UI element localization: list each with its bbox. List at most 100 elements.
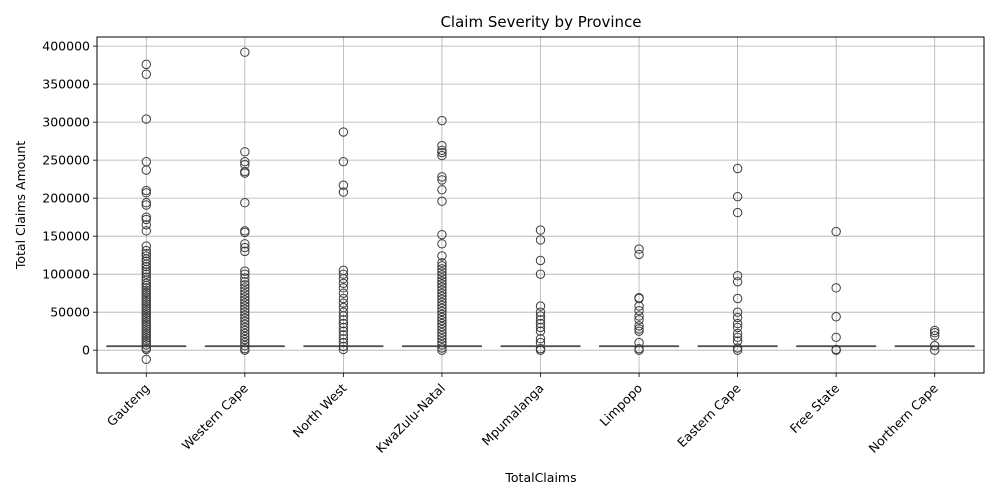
outlier-point: [437, 115, 447, 126]
outlier-point: [240, 269, 250, 279]
outlier-point: [831, 332, 841, 342]
outlier-point: [141, 354, 151, 365]
outlier-point: [141, 299, 151, 309]
outlier-point: [732, 312, 743, 323]
outlier-point: [141, 319, 151, 330]
outlier-point: [338, 293, 349, 304]
outlier-point: [930, 345, 940, 355]
outlier-point: [732, 191, 743, 202]
outlier-point: [437, 147, 447, 158]
outlier-point: [535, 318, 546, 329]
outlier-point: [634, 315, 644, 325]
outlier-point: [732, 163, 743, 174]
outlier-point: [141, 248, 151, 259]
outlier-point: [338, 307, 349, 317]
outlier-point: [437, 258, 447, 268]
outlier-point: [535, 225, 546, 235]
outlier-point: [437, 285, 447, 295]
outlier-point: [240, 292, 250, 302]
outlier-point: [141, 165, 151, 175]
outlier-point: [634, 244, 644, 254]
outlier-point: [240, 266, 250, 276]
outlier-point: [240, 246, 250, 257]
outlier-point: [141, 254, 151, 264]
outlier-point: [141, 328, 151, 339]
outlier-point: [437, 196, 447, 206]
outlier-point: [930, 331, 940, 341]
outlier-point: [240, 156, 250, 167]
outlier-point: [338, 288, 349, 298]
outlier-point: [634, 311, 644, 321]
outlier-point: [141, 326, 151, 336]
outlier-point: [535, 326, 546, 336]
outlier-point: [141, 321, 151, 332]
outlier-point: [141, 220, 151, 230]
outlier-point: [240, 322, 250, 333]
outlier-point: [338, 326, 349, 336]
outlier-point: [437, 297, 447, 308]
outlier-point: [732, 322, 743, 333]
outlier-point: [535, 315, 546, 325]
outlier-point: [141, 214, 151, 225]
outlier-point: [338, 283, 349, 293]
outlier-point: [535, 269, 546, 279]
outlier-point: [437, 340, 447, 350]
outlier-point: [141, 305, 151, 316]
y-tick-label: 250000: [42, 153, 90, 168]
outlier-point: [437, 239, 447, 249]
outlier-point: [831, 312, 841, 322]
outlier-point: [141, 312, 151, 323]
outlier-point: [732, 277, 743, 287]
outlier-point: [732, 336, 743, 346]
outlier-point: [535, 345, 546, 355]
outlier-point: [240, 345, 250, 355]
outlier-point: [240, 325, 250, 336]
y-axis-title: Total Claims Amount: [13, 141, 28, 270]
outlier-point: [437, 141, 447, 151]
outlier-point: [141, 69, 151, 79]
outlier-point: [240, 316, 250, 327]
y-axis-ticks: 0 50000 100000 150000 200000 250000 300000 3500…: [42, 39, 97, 358]
outlier-layer: [141, 47, 940, 365]
outlier-point: [437, 294, 447, 304]
outlier-point: [240, 298, 250, 308]
outlier-point: [240, 283, 250, 293]
outlier-point: [338, 322, 349, 333]
outlier-point: [240, 280, 250, 290]
outlier-point: [240, 337, 250, 348]
outlier-point: [338, 298, 349, 308]
outlier-point: [141, 259, 151, 269]
outlier-point: [437, 291, 447, 301]
outlier-point: [141, 310, 151, 320]
outlier-point: [732, 328, 743, 339]
outlier-point: [338, 274, 349, 284]
outlier-point: [141, 241, 151, 251]
outlier-point: [437, 229, 447, 240]
outlier-point: [437, 324, 447, 335]
outlier-point: [634, 301, 644, 311]
y-tick-label: 400000: [42, 39, 90, 54]
outlier-point: [634, 324, 644, 334]
outlier-point: [437, 270, 447, 280]
outlier-point: [141, 283, 151, 293]
outlier-point: [141, 278, 151, 288]
outlier-point: [634, 249, 644, 260]
outlier-point: [831, 283, 841, 293]
outlier-point: [535, 334, 546, 344]
outlier-point: [732, 345, 743, 355]
outlier-point: [141, 269, 151, 279]
outlier-point: [141, 340, 151, 350]
outlier-point: [437, 306, 447, 317]
outlier-point: [141, 294, 151, 304]
outlier-point: [240, 301, 250, 311]
outlier-point: [141, 292, 151, 302]
outlier-point: [437, 303, 447, 314]
outlier-point: [240, 277, 250, 287]
outlier-point: [634, 326, 644, 336]
outlier-point: [240, 310, 250, 320]
outlier-point: [141, 331, 151, 341]
outlier-point: [437, 150, 447, 161]
y-tick-label: 100000: [42, 267, 90, 282]
outlier-point: [437, 185, 447, 195]
